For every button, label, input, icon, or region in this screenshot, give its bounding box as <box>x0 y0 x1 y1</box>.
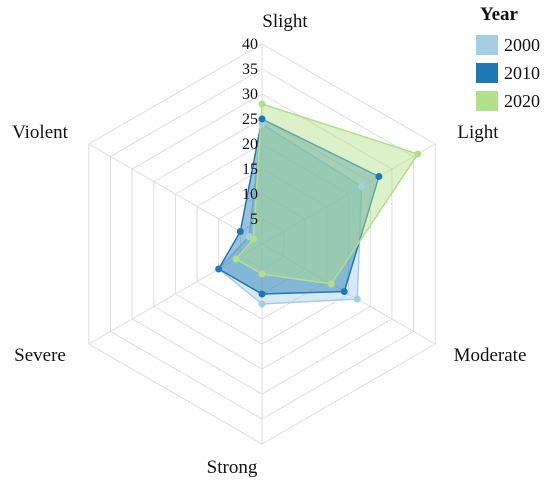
axis-label-slight: Slight <box>262 11 308 32</box>
data-point <box>414 150 422 158</box>
data-point <box>258 120 266 128</box>
legend-swatch <box>476 91 498 111</box>
data-point <box>375 173 383 180</box>
series-points-2020 <box>232 100 422 288</box>
tick-label: 30 <box>242 86 258 103</box>
axis-label-light: Light <box>457 122 499 143</box>
legend-swatch <box>476 63 498 83</box>
legend-label: 2010 <box>504 63 540 83</box>
grid-spoke <box>88 143 263 245</box>
data-point <box>232 255 240 263</box>
axis-label-violent: Violent <box>12 122 69 143</box>
data-point <box>258 100 266 108</box>
legend-label: 2020 <box>504 91 540 111</box>
data-point <box>258 115 266 123</box>
data-point <box>358 183 366 190</box>
tick-label: 35 <box>242 61 258 78</box>
data-point <box>353 295 361 303</box>
data-point <box>236 228 244 235</box>
tick-label: 10 <box>242 186 258 203</box>
radial-tick-labels: 5 10 15 20 25 30 35 40 <box>242 36 258 228</box>
axis-label-severe: Severe <box>14 345 66 366</box>
tick-label: 5 <box>250 211 258 228</box>
data-point <box>249 235 257 243</box>
data-point <box>258 270 266 278</box>
axis-label-strong: Strong <box>207 457 258 478</box>
data-point <box>327 280 335 288</box>
data-point <box>215 265 223 273</box>
series-area <box>234 102 420 285</box>
tick-label: 25 <box>242 111 258 128</box>
series-areas <box>215 100 422 308</box>
legend-swatch <box>476 35 498 55</box>
legend-label: 2000 <box>504 35 540 55</box>
legend-title: Year <box>480 4 519 25</box>
tick-label: 20 <box>242 136 258 153</box>
data-point <box>340 288 348 295</box>
data-point <box>258 290 266 298</box>
axis-label-moderate: Moderate <box>454 345 527 366</box>
series-points-2010 <box>215 115 383 298</box>
series-2020 <box>234 102 420 285</box>
tick-label: 40 <box>242 36 258 53</box>
axis-labels: Slight Light Moderate Strong Severe Violent <box>12 11 526 478</box>
grid-spoke <box>261 243 436 345</box>
grid-spoke <box>261 143 436 245</box>
legend: Year 2000 2010 2020 <box>476 4 540 111</box>
tick-label: 15 <box>242 161 258 178</box>
data-point <box>258 300 266 308</box>
